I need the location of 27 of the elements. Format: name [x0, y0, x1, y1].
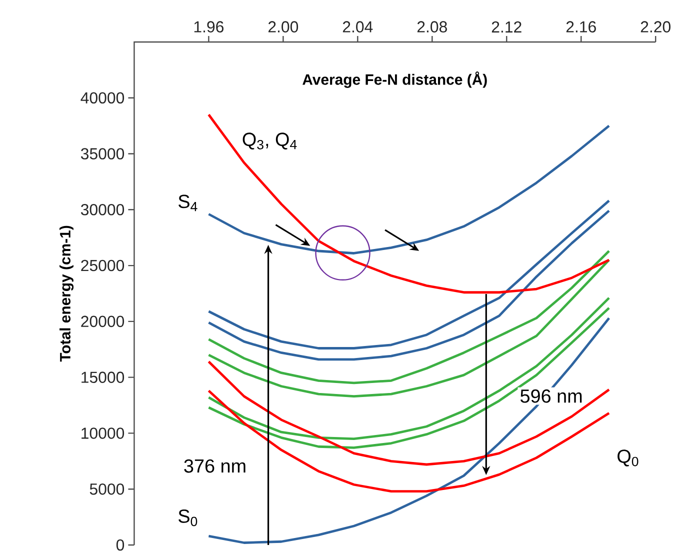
x-tick-label: 2.16 [566, 21, 596, 32]
y-axis-title: Total energy (cm-1) [60, 226, 74, 362]
line-series [207, 113, 610, 294]
x-tick-label: 2.20 [640, 21, 670, 32]
annotation: S$_{0}$ [178, 509, 198, 526]
annotation: S$_{4}$ [178, 194, 198, 212]
annotation: 376 nm [184, 459, 246, 473]
y-tick-label: 15000 [82, 372, 124, 383]
y-tick-label: 5000 [90, 483, 124, 495]
x-tick-label: 2.04 [342, 21, 373, 32]
annotation: 596 nm [520, 389, 582, 403]
y-tick-label: 35000 [80, 148, 124, 160]
annotation: Q$_{3}$, Q$_{4}$ [242, 132, 297, 150]
x-tick-label: 1.96 [194, 21, 224, 32]
x-tick-label: 2.12 [492, 21, 522, 32]
y-tick-label: 0 [116, 539, 124, 551]
x-tick-label: 2.00 [268, 21, 298, 32]
y-tick-label: 20000 [81, 316, 124, 328]
line-series [207, 124, 610, 254]
y-tick-label: 25000 [81, 260, 124, 272]
y-tick-label: 30000 [80, 204, 124, 216]
y-tick-label: 10000 [82, 428, 124, 439]
annotation: Q$_{0}$ [618, 450, 638, 466]
line-series [207, 250, 610, 384]
x-axis-title: Average Fe-N distance (Å) [302, 72, 487, 88]
y-tick-label: 40000 [80, 92, 124, 104]
x-tick-label: 2.08 [417, 21, 447, 32]
